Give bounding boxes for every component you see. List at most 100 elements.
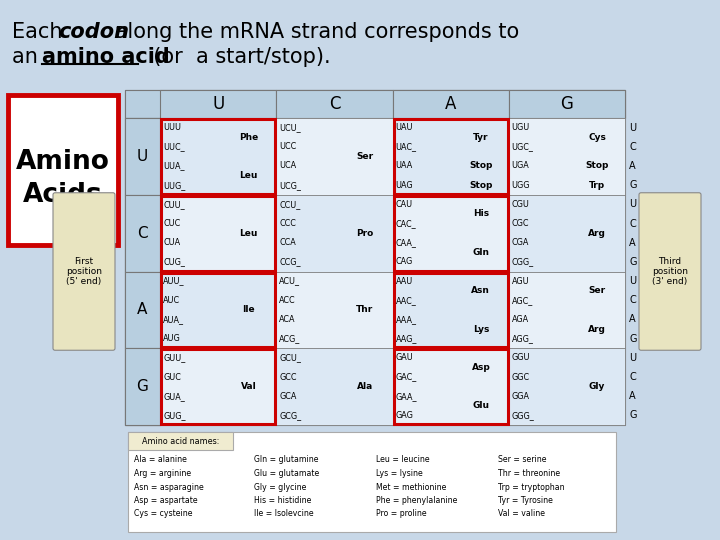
Bar (509, 195, 625, 272)
Text: CUA: CUA (163, 238, 180, 247)
Text: UGG: UGG (512, 181, 530, 190)
Text: Amino: Amino (16, 149, 110, 175)
Text: Ile = Isolevcine: Ile = Isolevcine (254, 510, 314, 518)
Text: Third
position
(3' end): Third position (3' end) (652, 256, 688, 286)
Text: C: C (138, 226, 148, 241)
Text: UAU: UAU (395, 123, 413, 132)
Text: UUU: UUU (163, 123, 181, 132)
Text: GCG_: GCG_ (279, 411, 302, 420)
Bar (8, 95, 118, 245)
Bar (392, 90, 509, 118)
Text: Gly = glycine: Gly = glycine (254, 483, 307, 491)
Text: Arg: Arg (588, 325, 606, 334)
Text: Gln: Gln (472, 248, 490, 257)
Bar (0, 0, 720, 85)
Text: C: C (328, 95, 340, 113)
Text: GGA: GGA (512, 392, 530, 401)
Text: Ser: Ser (588, 286, 606, 295)
Bar (125, 118, 160, 425)
Text: Ala = alanine: Ala = alanine (134, 456, 187, 464)
Text: GUG_: GUG_ (163, 411, 186, 420)
Bar (394, 195, 508, 271)
Text: Amino acid names:: Amino acid names: (142, 436, 219, 446)
Text: AGA: AGA (512, 315, 529, 324)
Text: UGU: UGU (512, 123, 530, 132)
Text: GCU_: GCU_ (279, 353, 301, 362)
Text: UAC_: UAC_ (395, 142, 416, 151)
Text: along the mRNA strand corresponds to: along the mRNA strand corresponds to (108, 22, 519, 42)
Bar (276, 195, 392, 272)
Text: GUA_: GUA_ (163, 392, 185, 401)
Text: UCU_: UCU_ (279, 123, 301, 132)
Text: CUG_: CUG_ (163, 258, 185, 266)
Text: Stop: Stop (469, 161, 492, 171)
Bar (128, 432, 233, 450)
Bar (128, 432, 616, 532)
Text: Asp: Asp (472, 363, 490, 372)
Text: His: His (473, 210, 489, 219)
Text: GCA: GCA (279, 392, 297, 401)
Text: CAA_: CAA_ (395, 238, 416, 247)
Text: ACA: ACA (279, 315, 296, 324)
Text: CAC_: CAC_ (395, 219, 416, 228)
Text: Cys: Cys (588, 133, 606, 141)
Text: CCA: CCA (279, 238, 296, 247)
Bar (509, 118, 625, 195)
Text: codon: codon (58, 22, 129, 42)
Text: Leu: Leu (239, 171, 258, 180)
Text: His = histidine: His = histidine (254, 496, 311, 505)
Bar (394, 349, 508, 424)
Bar (392, 195, 509, 272)
Text: CAU: CAU (395, 200, 413, 209)
Bar (125, 90, 625, 118)
Text: CGU: CGU (512, 200, 530, 209)
Text: U: U (629, 353, 636, 363)
Text: GUC: GUC (163, 373, 181, 382)
Text: Thr: Thr (356, 306, 373, 314)
Bar (161, 349, 275, 424)
Text: Tyr: Tyr (473, 133, 489, 141)
Text: UCC: UCC (279, 142, 297, 151)
Text: GGC: GGC (512, 373, 530, 382)
Text: Asn = asparagine: Asn = asparagine (134, 483, 204, 491)
Text: G: G (629, 180, 636, 190)
Text: GGG_: GGG_ (512, 411, 534, 420)
Bar (161, 119, 275, 194)
Text: U: U (629, 123, 636, 133)
Text: First
position
(5' end): First position (5' end) (66, 256, 102, 286)
FancyBboxPatch shape (53, 193, 115, 350)
Text: UGA: UGA (512, 161, 529, 171)
Text: GGU: GGU (512, 353, 530, 362)
Bar (392, 348, 509, 425)
Text: A: A (138, 302, 148, 318)
Text: amino acid: amino acid (42, 47, 170, 67)
Text: ACC: ACC (279, 296, 296, 305)
Text: G: G (629, 334, 636, 343)
Text: Trp: Trp (589, 181, 606, 190)
Text: Gln = glutamine: Gln = glutamine (254, 456, 318, 464)
Text: Acids: Acids (23, 182, 103, 208)
Text: AUA_: AUA_ (163, 315, 184, 324)
Text: Arg: Arg (588, 228, 606, 238)
Text: G: G (560, 95, 573, 113)
Text: G: G (629, 257, 636, 267)
Text: Asn: Asn (472, 286, 490, 295)
Text: (or  a start/stop).: (or a start/stop). (140, 47, 330, 67)
Text: Thr = threonine: Thr = threonine (498, 469, 560, 478)
Text: A: A (445, 95, 456, 113)
Bar (276, 90, 392, 118)
Text: Val = valine: Val = valine (498, 510, 545, 518)
Text: ACU_: ACU_ (279, 276, 300, 286)
Text: A: A (629, 238, 636, 248)
Text: Pro = proline: Pro = proline (376, 510, 427, 518)
Bar (161, 195, 275, 271)
Text: Cys = cysteine: Cys = cysteine (134, 510, 192, 518)
Text: Ser: Ser (356, 152, 373, 161)
Text: Pro: Pro (356, 228, 373, 238)
Bar (125, 118, 160, 195)
Bar (509, 348, 625, 425)
Bar (160, 348, 276, 425)
Text: Asp = aspartate: Asp = aspartate (134, 496, 197, 505)
Text: GAG: GAG (395, 411, 413, 420)
Bar (276, 272, 392, 348)
